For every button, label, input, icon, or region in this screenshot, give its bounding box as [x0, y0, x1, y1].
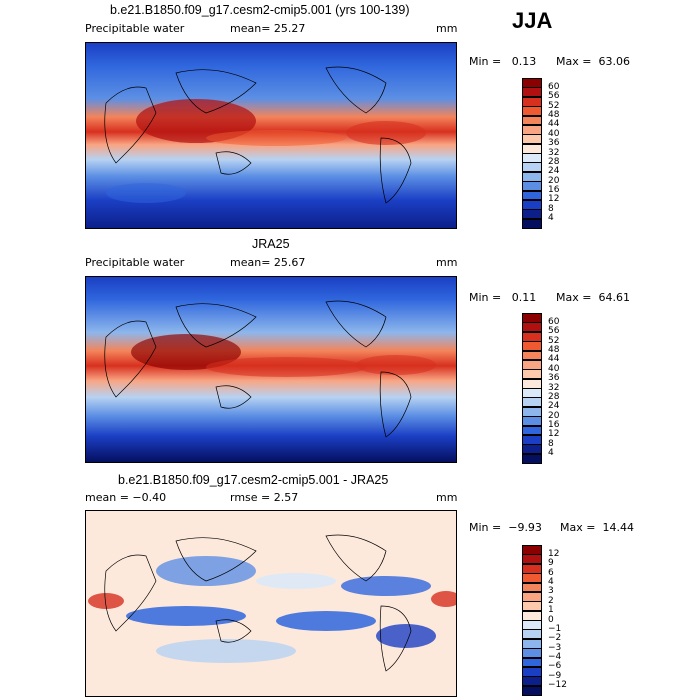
panel1-min: Min = 0.13 — [469, 55, 537, 68]
panel1-colorbar: 60 56 52 48 44 40 36 32 28 24 20 16 12 8 4 — [522, 78, 582, 229]
colorbar-label: 28 — [548, 156, 560, 167]
colorbar-label: −1 — [548, 623, 562, 634]
panel2-min: Min = 0.11 — [469, 291, 537, 304]
colorbar-label: 32 — [548, 147, 560, 158]
panel2-colorbar: 60 56 52 48 44 40 36 32 28 24 20 16 12 8 4 — [522, 313, 582, 464]
colorbar-label: 16 — [548, 185, 560, 195]
panel1-map-svg — [86, 43, 456, 228]
colorbar-label: 40 — [548, 128, 560, 139]
colorbar-label: −4 — [548, 652, 562, 662]
colorbar-swatch — [522, 453, 542, 464]
colorbar-label: −2 — [548, 633, 562, 644]
colorbar-label: 2 — [548, 595, 554, 606]
panel1-variable-label: Precipitable water — [85, 22, 185, 35]
colorbar-label: 6 — [548, 567, 554, 578]
colorbar-label: 48 — [548, 110, 560, 120]
panel1-map — [85, 42, 457, 229]
colorbar-label: 60 — [548, 81, 560, 92]
season-label: JJA — [512, 8, 553, 33]
colorbar-label: 48 — [548, 345, 560, 355]
colorbar-swatch — [522, 685, 542, 696]
colorbar-label: 16 — [548, 420, 560, 430]
colorbar-label: 9 — [548, 558, 554, 569]
panel1-units: mm — [436, 22, 458, 35]
colorbar-label: 4 — [548, 213, 554, 224]
colorbar-label: −9 — [548, 670, 562, 681]
colorbar-label: 40 — [548, 363, 560, 374]
panel3-colorbar: 12 9 6 4 3 2 1 0 −1 −2 −3 −4 −6 −9 −12 — [522, 545, 582, 696]
colorbar-label: 56 — [548, 326, 560, 337]
panel2-variable-label: Precipitable water — [85, 256, 185, 269]
panel3-max: Max = 14.44 — [560, 521, 634, 534]
colorbar-label: 12 — [548, 194, 560, 205]
colorbar-label: 24 — [548, 166, 560, 177]
colorbar-label: 1 — [548, 605, 554, 616]
colorbar-label: 20 — [548, 410, 560, 421]
panel1-title: b.e21.B1850.f09_g17.cesm2-cmip5.001 (yrs… — [110, 3, 410, 17]
colorbar-label: −12 — [548, 680, 567, 691]
colorbar-label: 36 — [548, 138, 560, 149]
colorbar-label: 52 — [548, 100, 560, 111]
panel2-title: JRA25 — [252, 237, 290, 251]
colorbar-label: 8 — [548, 438, 554, 449]
colorbar-swatch — [522, 218, 542, 229]
panel3-min: Min = −9.93 — [469, 521, 542, 534]
colorbar-label: −3 — [548, 642, 562, 653]
colorbar-label: 36 — [548, 373, 560, 384]
panel2-map — [85, 276, 457, 463]
colorbar-label: 44 — [548, 119, 560, 130]
panel1-max: Max = 63.06 — [556, 55, 630, 68]
colorbar-label: 56 — [548, 91, 560, 102]
panel1-mean-label: mean= 25.27 — [230, 22, 306, 35]
colorbar-label: 52 — [548, 335, 560, 346]
colorbar-label: −6 — [548, 661, 562, 672]
colorbar-label: 4 — [548, 448, 554, 459]
colorbar-label: 20 — [548, 175, 560, 186]
panel3-map — [85, 510, 457, 697]
colorbar-label: 3 — [548, 586, 554, 597]
colorbar-label: 44 — [548, 354, 560, 365]
colorbar-label: 12 — [548, 548, 560, 559]
panel3-map-svg — [86, 511, 456, 696]
panel3-mean-label: mean = −0.40 — [85, 491, 167, 504]
colorbar-label: 0 — [548, 614, 554, 625]
colorbar-label: 28 — [548, 391, 560, 402]
panel2-map-svg — [86, 277, 456, 462]
panel2-mean-label: mean= 25.67 — [230, 256, 306, 269]
colorbar-label: 8 — [548, 203, 554, 214]
colorbar-label: 32 — [548, 382, 560, 393]
panel3-title: b.e21.B1850.f09_g17.cesm2-cmip5.001 - JR… — [118, 473, 389, 487]
panel3-rmse-label: rmse = 2.57 — [230, 491, 299, 504]
panel2-max: Max = 64.61 — [556, 291, 630, 304]
colorbar-label: 4 — [548, 577, 554, 587]
colorbar-label: 24 — [548, 401, 560, 412]
colorbar-label: 12 — [548, 429, 560, 440]
colorbar-label: 60 — [548, 316, 560, 327]
panel2-units: mm — [436, 256, 458, 269]
panel3-units: mm — [436, 491, 458, 504]
